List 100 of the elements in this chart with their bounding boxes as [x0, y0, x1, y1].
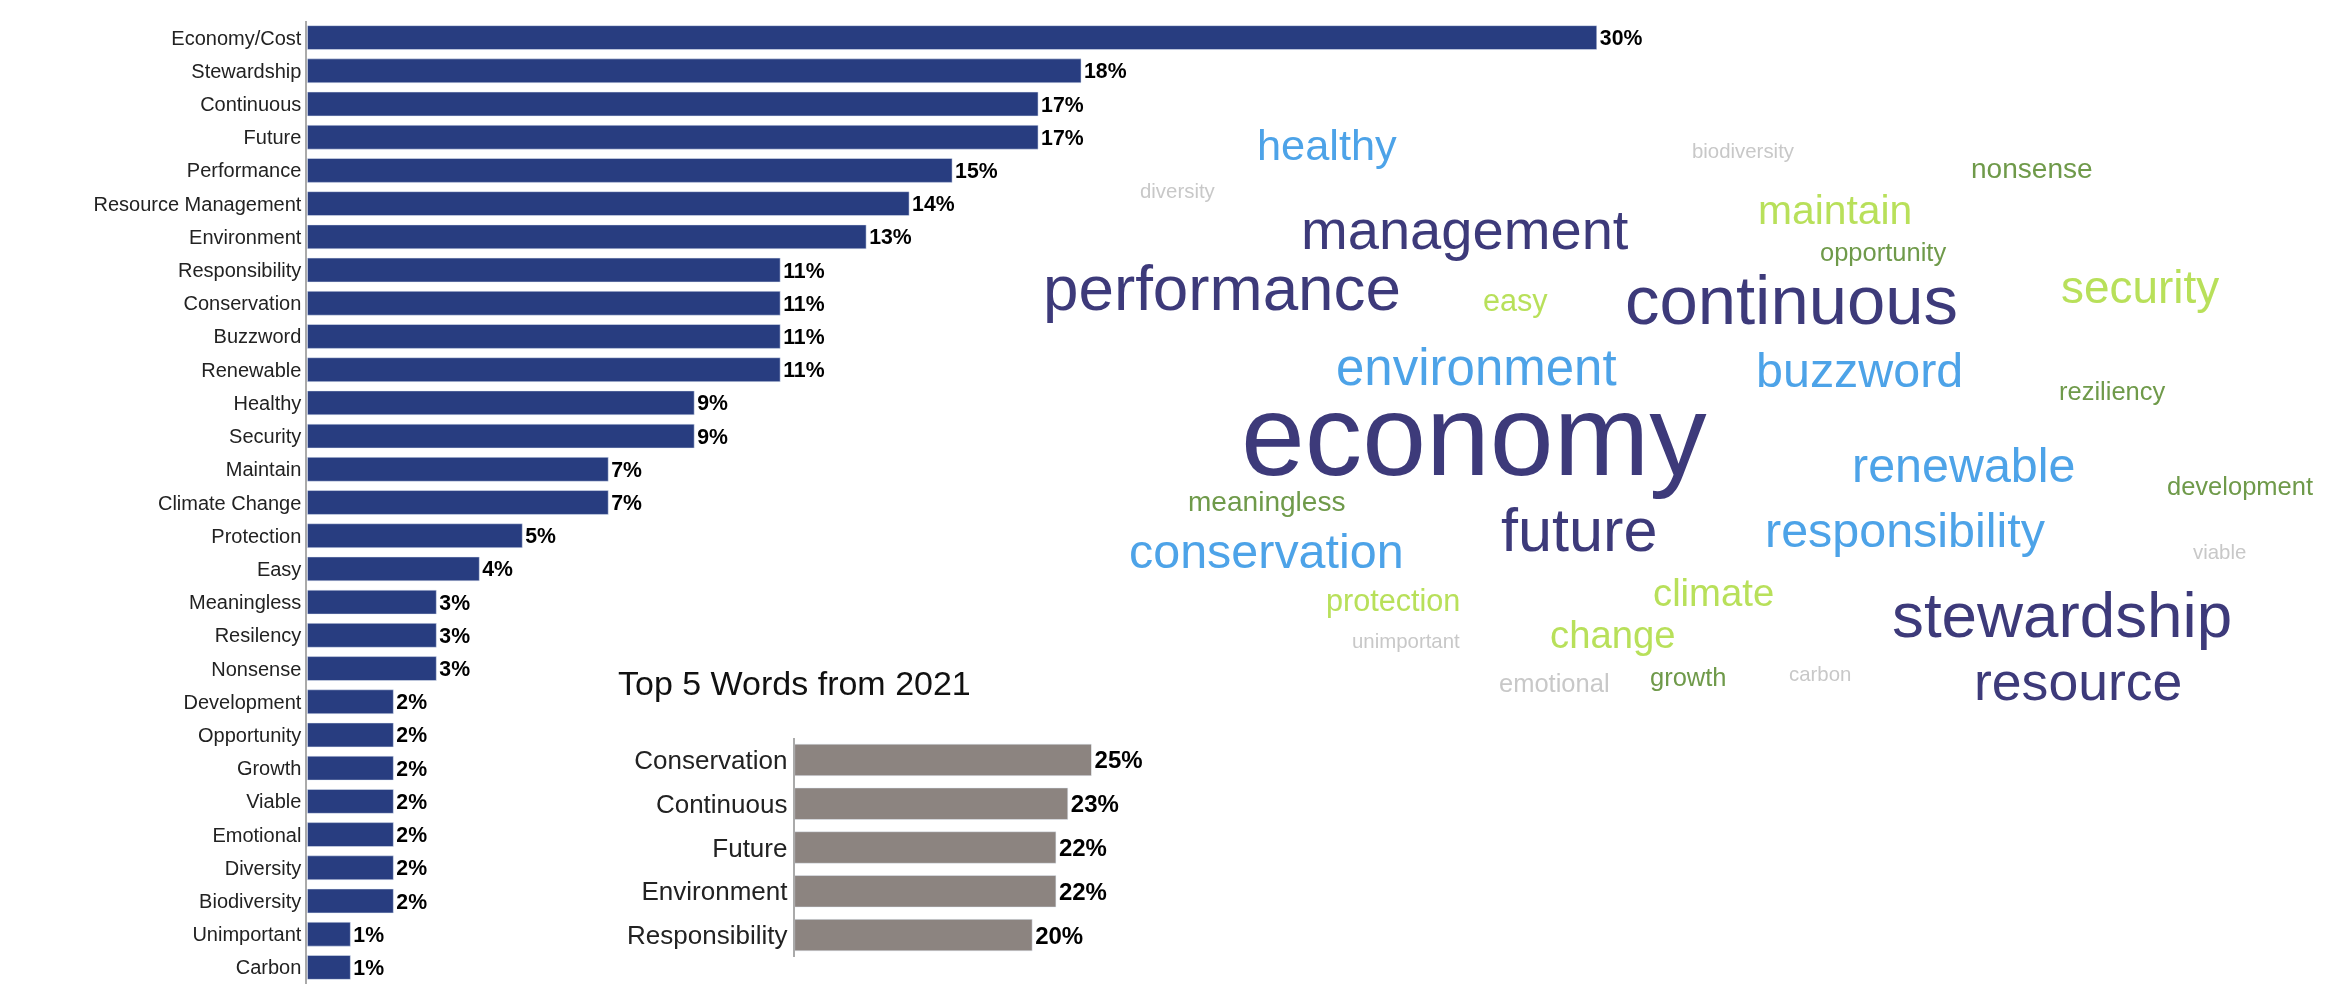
y-tick-label: Environment	[189, 225, 302, 248]
y-tick-label: Healthy	[233, 391, 302, 414]
y-tick-label: Protection	[211, 524, 302, 547]
bar	[307, 324, 781, 349]
annotation: easy	[1483, 283, 1549, 318]
annotation: conservation	[1129, 524, 1404, 578]
bar	[307, 822, 394, 847]
y-tick-label: Future	[712, 832, 788, 863]
y-tick-label: Environment	[641, 876, 789, 907]
bar	[307, 755, 394, 781]
y-tick-label: Continuous	[655, 788, 788, 819]
y-tick-label: Stewardship	[191, 59, 302, 82]
y-tick-label: Buzzword	[213, 325, 302, 348]
data-label: 11%	[783, 358, 825, 383]
y-tick-label: Economy/Cost	[171, 26, 302, 49]
bar	[794, 919, 1033, 952]
bar	[307, 722, 394, 748]
bar	[307, 789, 394, 814]
data-label: 2%	[396, 789, 428, 814]
text: stewardship	[1892, 579, 2233, 651]
bar	[307, 257, 781, 283]
y-tick-label: Carbon	[235, 956, 302, 979]
y-tick-label: Biodiversity	[199, 889, 302, 912]
bar	[307, 921, 351, 947]
y-tick-label: Conservation	[183, 292, 302, 315]
text: climate	[1653, 571, 1775, 614]
data-label: 7%	[611, 457, 643, 482]
bar	[307, 656, 437, 681]
bar	[307, 490, 609, 515]
annotation: healthy	[1257, 121, 1398, 169]
bar	[307, 125, 1039, 150]
y-tick-label: Unimportant	[192, 923, 302, 946]
y-tick-label: Responsibility	[177, 259, 302, 282]
data-label: 4%	[482, 557, 514, 582]
data-label: 18%	[1084, 59, 1127, 84]
y-tick-label: Opportunity	[197, 723, 302, 746]
text: responsibility	[1765, 503, 2046, 557]
data-label: 25%	[1094, 746, 1143, 774]
bar	[794, 743, 1092, 776]
y-tick-label: Maintain	[225, 458, 302, 481]
data-label: 1%	[353, 955, 385, 980]
y-tick-label: Development	[183, 690, 302, 713]
bar	[307, 191, 910, 216]
data-label: 2%	[396, 856, 428, 881]
bar	[307, 25, 1597, 50]
data-label: 1%	[353, 922, 385, 947]
bar	[794, 875, 1057, 908]
y-tick-label: Meaningless	[189, 591, 302, 614]
data-label: 7%	[611, 491, 643, 516]
data-label: 23%	[1070, 790, 1119, 818]
bar	[307, 91, 1039, 117]
bar	[307, 556, 480, 582]
y-tick-label: Resilency	[214, 624, 302, 647]
data-label: 3%	[439, 623, 471, 648]
data-label: 5%	[525, 524, 557, 549]
data-label: 15%	[955, 158, 998, 183]
data-label: 3%	[439, 657, 471, 682]
bar	[307, 623, 437, 648]
data-label: 9%	[697, 391, 729, 416]
data-label: 2%	[396, 823, 428, 848]
bar	[307, 523, 523, 548]
bar	[307, 423, 695, 449]
bar	[794, 831, 1057, 864]
data-label: 13%	[869, 225, 912, 250]
y-tick-label: Renewable	[201, 358, 302, 381]
y-tick-label: Emotional	[212, 823, 302, 846]
data-label: 9%	[697, 424, 729, 449]
y-tick-label: Future	[243, 126, 302, 149]
text: resource	[1974, 652, 2183, 711]
text: security	[2061, 261, 2220, 313]
data-label: 30%	[1599, 26, 1643, 51]
data-label: 17%	[1041, 125, 1084, 150]
y-tick-label: Growth	[236, 757, 302, 780]
bar	[307, 357, 781, 382]
bar	[307, 224, 867, 250]
y-tick-label: Viable	[246, 790, 302, 813]
bar	[307, 589, 437, 615]
bar	[307, 58, 1082, 84]
y-tick-label: Diversity	[224, 856, 302, 879]
bar	[794, 787, 1069, 820]
y-tick-label: Responsibility	[627, 920, 788, 951]
data-label: 2%	[396, 756, 428, 781]
text: opportunity	[1820, 238, 1947, 266]
y-tick-label: Easy	[256, 557, 302, 580]
text: renewable	[1852, 438, 2076, 492]
annotation: protection	[1326, 583, 1461, 618]
data-label: 2%	[396, 889, 428, 914]
bar	[307, 457, 609, 482]
text: maintain	[1758, 187, 1913, 233]
y-tick-label: Security	[229, 425, 302, 448]
y-tick-label: Climate Change	[157, 491, 302, 514]
data-label: 22%	[1058, 834, 1107, 861]
data-label: 20%	[1035, 921, 1084, 949]
bar	[307, 855, 394, 880]
y-tick-label: Performance	[186, 159, 302, 182]
data-label: 14%	[912, 192, 955, 217]
data-label: 11%	[783, 324, 825, 349]
data-label: 22%	[1058, 877, 1107, 905]
annotation: change	[1550, 613, 1676, 656]
data-label: 2%	[396, 690, 428, 715]
